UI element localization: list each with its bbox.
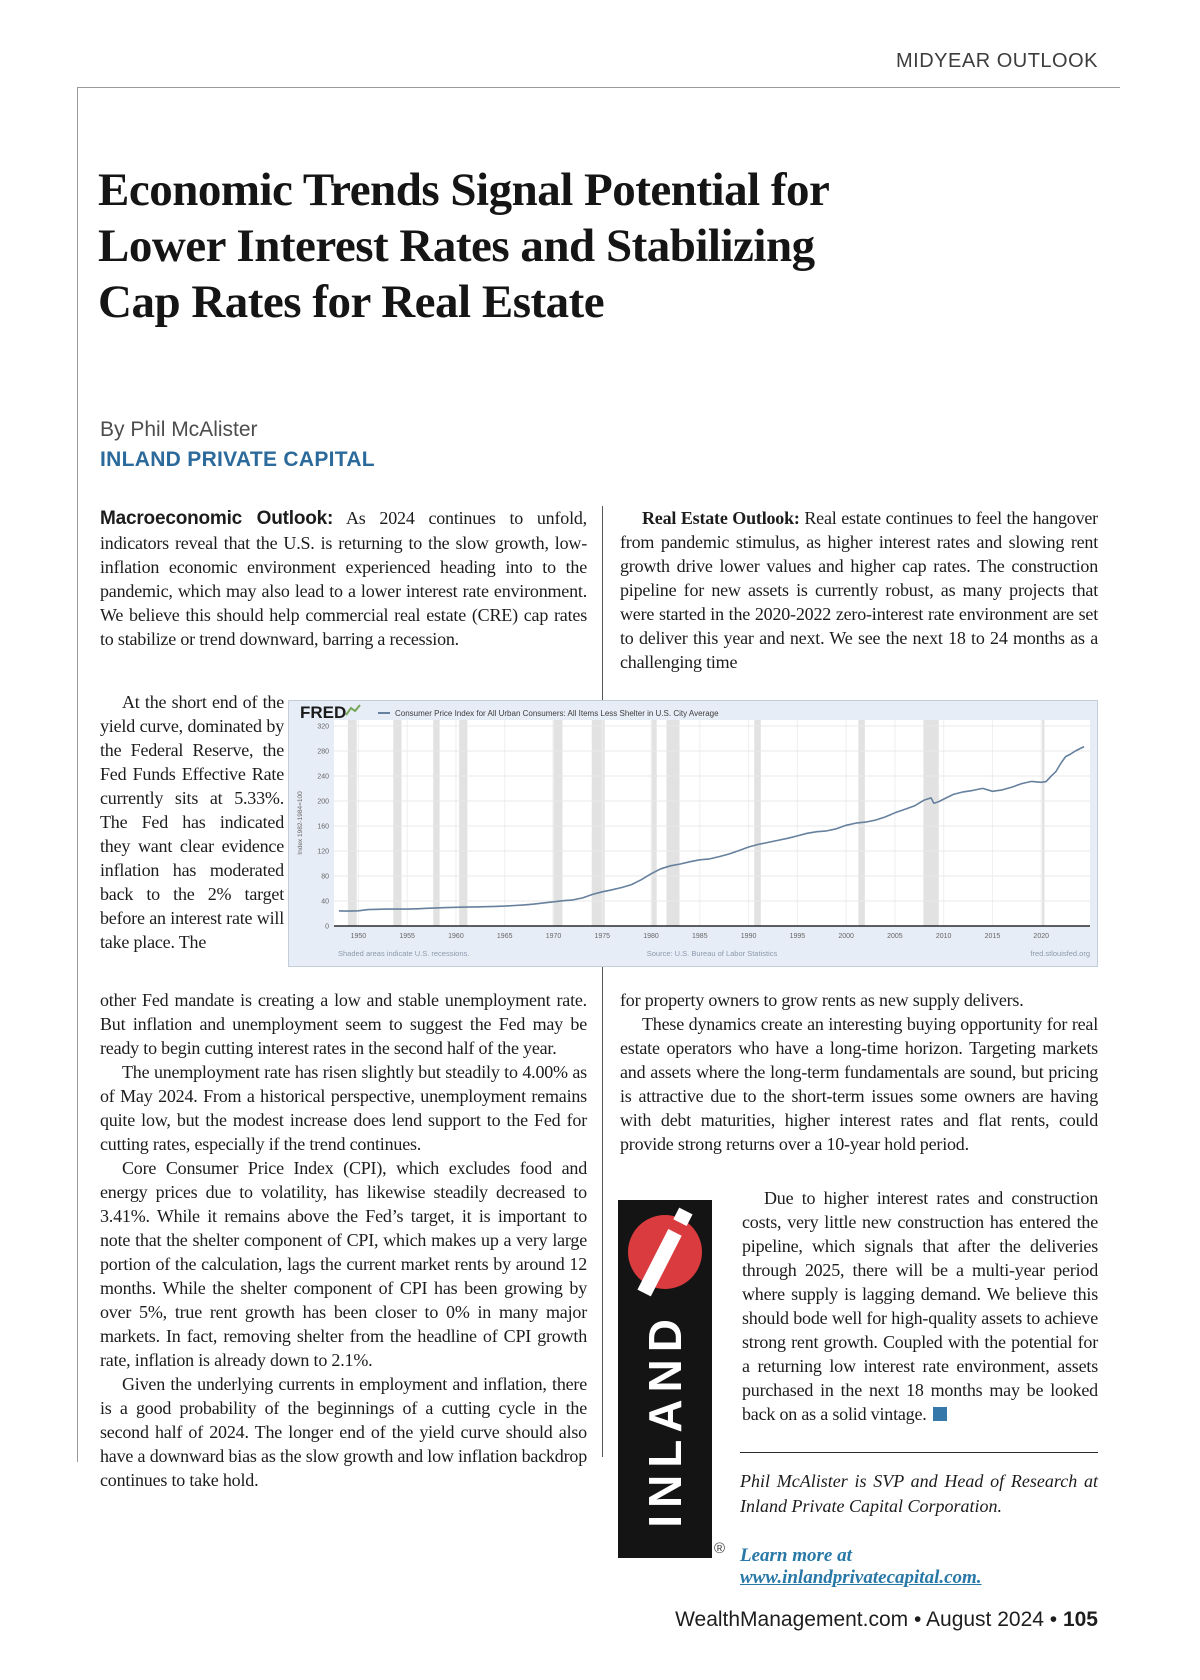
y-tick-label: 240 — [317, 774, 329, 781]
x-tick-label: 1975 — [594, 933, 610, 940]
body-paragraph: Given the underlying currents in employm… — [100, 1374, 587, 1490]
recession-band — [459, 720, 468, 926]
cpi-series-line — [338, 745, 1085, 912]
learn-more-line: Learn more at www.inlandprivatecapital.c… — [740, 1545, 1098, 1589]
recession-band — [651, 720, 657, 926]
x-tick-label: 2000 — [838, 933, 854, 940]
fred-logo-icon — [345, 704, 361, 716]
column-divider — [602, 506, 603, 1457]
left-page-rule — [77, 87, 78, 1462]
col1-wrap-text: At the short end of the yield curve, dom… — [100, 690, 284, 954]
y-tick-label: 120 — [317, 849, 329, 856]
x-tick-label: 1965 — [497, 933, 513, 940]
body-paragraph: These dynamics create an interesting buy… — [620, 1014, 1098, 1154]
x-tick-label: 1960 — [448, 933, 464, 940]
recession-note: Shaded areas indicate U.S. recessions. — [338, 949, 469, 958]
x-tick-label: 1995 — [790, 933, 806, 940]
horizontal-gridlines — [334, 725, 1090, 902]
recession-band — [552, 720, 563, 926]
y-axis-title: Index 1982-1984=100 — [297, 791, 304, 855]
learn-more-prefix: Learn more at — [740, 1545, 852, 1566]
paragraph-text: Due to higher interest rates and constru… — [742, 1188, 1098, 1424]
x-tick-label: 1990 — [741, 933, 757, 940]
learn-more-link[interactable]: www.inlandprivatecapital.com. — [740, 1567, 982, 1588]
x-tick-label: 1980 — [643, 933, 659, 940]
macro-outlook-lead: Macroeconomic Outlook: — [100, 508, 334, 529]
x-tick-label: 2010 — [936, 933, 952, 940]
end-of-article-mark — [932, 1407, 947, 1421]
page-footer: WealthManagement.com • August 2024 • 105 — [675, 1608, 1098, 1632]
y-tick-label: 320 — [317, 724, 329, 731]
legend-label: Consumer Price Index for All Urban Consu… — [395, 709, 719, 718]
vertical-gridlines — [357, 720, 1042, 926]
col2-continuation: for property owners to grow rents as new… — [620, 988, 1098, 1156]
recession-band — [347, 720, 357, 926]
fred-chart-svg: 0 40 80 120 160 200 240 280 320 1950 1955 1960 1965 1… — [288, 700, 1098, 967]
real-estate-outlook-lead: Real Estate Outlook: — [642, 508, 800, 528]
body-paragraph: Macroeconomic Outlook: As 2024 continues… — [100, 506, 587, 651]
y-tick-label: 40 — [321, 899, 329, 906]
paragraph-text: Real estate continues to feel the hangov… — [620, 508, 1098, 672]
x-tick-label: 2020 — [1033, 933, 1049, 940]
recession-band — [666, 720, 680, 926]
fred-logo-text: FRED — [300, 703, 346, 722]
x-tick-label: 2005 — [887, 933, 903, 940]
y-tick-label: 160 — [317, 824, 329, 831]
article-title: Economic Trends Signal Potential for Low… — [98, 164, 830, 328]
recession-band — [923, 720, 939, 926]
body-paragraph: The unemployment rate has risen slightly… — [100, 1062, 587, 1154]
col2-paragraph-1: Real Estate Outlook: Real estate continu… — [620, 506, 1098, 674]
y-tick-label: 200 — [317, 799, 329, 806]
y-tick-label: 0 — [325, 924, 329, 931]
recession-band — [433, 720, 440, 926]
body-paragraph: At the short end of the yield curve, dom… — [100, 692, 284, 952]
footer-text: WealthManagement.com • August 2024 • — [675, 1608, 1063, 1631]
x-tick-label: 1985 — [692, 933, 708, 940]
x-tick-label: 1970 — [546, 933, 562, 940]
x-tick-label: 1950 — [351, 933, 367, 940]
inland-logo-mark-icon — [628, 1207, 702, 1297]
body-paragraph: Due to higher interest rates and constru… — [620, 1186, 1098, 1426]
recession-band — [591, 720, 605, 926]
kicker: MIDYEAR OUTLOOK — [896, 50, 1098, 72]
recession-bands — [347, 720, 1045, 926]
body-paragraph: other Fed mandate is creating a low and … — [100, 990, 587, 1058]
recession-band — [754, 720, 761, 926]
fred-url-note: fred.stlouisfed.org — [1030, 949, 1090, 958]
author-bio: Phil McAlister is SVP and Head of Resear… — [740, 1471, 1098, 1516]
author-bio-block: Phil McAlister is SVP and Head of Resear… — [740, 1452, 1098, 1589]
recession-band — [1042, 720, 1045, 926]
y-tick-label: 280 — [317, 749, 329, 756]
fred-cpi-chart: 0 40 80 120 160 200 240 280 320 1950 1955 1960 1965 1… — [288, 700, 1098, 967]
y-tick-label: 80 — [321, 874, 329, 881]
inland-logo: INLAND — [618, 1200, 712, 1558]
registered-trademark-symbol: ® — [714, 1540, 726, 1557]
paragraph-text: As 2024 continues to unfold, indicators … — [100, 508, 587, 649]
x-tick-label: 2015 — [985, 933, 1001, 940]
body-paragraph: Real Estate Outlook: Real estate continu… — [620, 506, 1098, 674]
byline: By Phil McAlister — [100, 418, 258, 441]
col1-continuation: other Fed mandate is creating a low and … — [100, 988, 587, 1492]
body-paragraph: Core Consumer Price Index (CPI), which e… — [100, 1158, 587, 1370]
inland-logo-wordmark: INLAND — [639, 1312, 691, 1528]
source-note: Source: U.S. Bureau of Labor Statistics — [647, 949, 778, 958]
page-number: 105 — [1062, 1608, 1098, 1631]
recession-band — [393, 720, 402, 926]
col1-paragraph-1: Macroeconomic Outlook: As 2024 continues… — [100, 506, 587, 651]
x-tick-label: 1955 — [399, 933, 415, 940]
col2-logo-wrap-block: Due to higher interest rates and constru… — [620, 1186, 1098, 1546]
body-paragraph: for property owners to grow rents as new… — [620, 990, 1024, 1010]
brand-line: INLAND PRIVATE CAPITAL — [100, 448, 375, 471]
top-rule — [77, 87, 1120, 88]
